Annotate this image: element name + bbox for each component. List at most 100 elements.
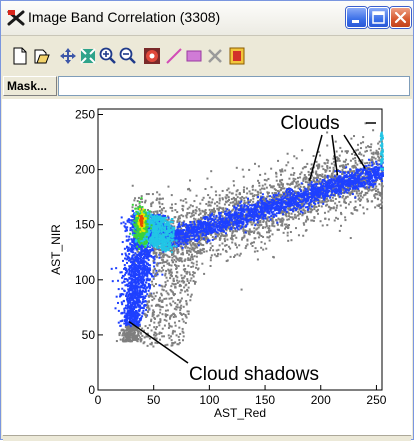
scatter-point — [134, 337, 137, 340]
scatter-point — [141, 289, 144, 292]
scatter-point — [215, 249, 218, 252]
scatter-point — [164, 281, 167, 284]
scatter-point — [178, 301, 181, 304]
line-icon[interactable] — [165, 47, 183, 65]
scatter-point — [132, 329, 135, 332]
scatter-point — [124, 314, 127, 317]
new-icon[interactable] — [11, 47, 29, 65]
scatter-point — [326, 161, 329, 164]
scatter-point — [123, 322, 126, 325]
open-icon[interactable] — [33, 47, 51, 65]
scatter-point — [377, 172, 380, 175]
scatter-point — [139, 245, 142, 248]
scatter-point — [188, 187, 191, 190]
scatter-point — [300, 202, 303, 205]
scatter-point — [361, 161, 364, 164]
scatter-point — [130, 328, 133, 331]
scatter-point — [300, 171, 303, 174]
scatter-point — [303, 176, 306, 179]
scatter-point — [302, 212, 305, 215]
scatter-point — [121, 334, 124, 337]
zoom-out-icon[interactable] — [119, 47, 137, 65]
scatter-point — [138, 299, 141, 302]
scatter-point — [146, 277, 149, 280]
scatter-point — [131, 258, 134, 261]
scatter-point — [151, 201, 154, 204]
scatter-point — [161, 261, 164, 264]
scatter-point — [263, 210, 266, 213]
close-button[interactable] — [390, 7, 411, 28]
scatter-point — [161, 197, 164, 200]
scatter-point — [178, 224, 181, 227]
title-bar[interactable]: Image Band Correlation (3308) — [1, 1, 413, 36]
scatter-point — [357, 194, 360, 197]
fit-icon[interactable] — [79, 47, 97, 65]
scatter-point — [132, 331, 135, 334]
scatter-point — [139, 331, 142, 334]
scatter-point — [186, 213, 189, 216]
scatter-point — [275, 175, 278, 178]
scatter-point — [342, 160, 345, 163]
scatter-point — [366, 192, 369, 195]
scatter-point — [119, 320, 122, 323]
scatter-point — [135, 316, 138, 319]
scatter-point — [140, 276, 143, 279]
scatter-point — [227, 225, 230, 228]
scatter-point — [180, 297, 183, 300]
scatter-point — [124, 329, 127, 332]
scatter-point — [156, 315, 159, 318]
scatter-point — [210, 186, 213, 189]
scatter-point — [201, 249, 204, 252]
scatter-point — [156, 262, 159, 265]
scatter-point — [166, 279, 169, 282]
scatter-point — [304, 178, 307, 181]
scatter-point — [228, 209, 231, 212]
minimize-button[interactable] — [346, 7, 367, 28]
scatter-point — [145, 335, 148, 338]
scatter-point — [132, 238, 135, 241]
scatter-point — [324, 198, 327, 201]
mask-expression-field[interactable] — [58, 76, 410, 96]
scatter-point — [133, 268, 136, 271]
stop-icon[interactable] — [143, 47, 161, 65]
scatter-point — [160, 256, 163, 259]
rectangle-icon[interactable] — [185, 47, 203, 65]
scatter-point — [290, 239, 293, 242]
scatter-point — [123, 278, 126, 281]
zoom-in-icon[interactable] — [99, 47, 117, 65]
scatter-point — [171, 342, 174, 345]
maximize-button[interactable] — [368, 7, 389, 28]
scatter-point — [176, 343, 179, 346]
scatter-point — [187, 313, 190, 316]
scatter-point — [177, 218, 180, 221]
scatter-point — [216, 201, 219, 204]
scatter-point — [284, 193, 287, 196]
scatter-point — [134, 305, 137, 308]
scatter-point — [151, 283, 154, 286]
scatter-point — [238, 254, 241, 257]
scatter-point — [249, 221, 252, 224]
scatter-point — [165, 269, 168, 272]
export-icon[interactable] — [228, 47, 246, 65]
scatter-point — [239, 193, 242, 196]
scatter-point — [318, 199, 321, 202]
scatter-point — [170, 271, 173, 274]
scatter-point — [158, 332, 161, 335]
scatter-point — [142, 297, 145, 300]
scatter-point — [249, 230, 252, 233]
delete-icon[interactable] — [206, 47, 224, 65]
scatter-point — [130, 271, 133, 274]
pan-icon[interactable] — [59, 47, 77, 65]
scatter-point — [372, 153, 375, 156]
scatter-point — [146, 267, 149, 270]
scatter-point — [302, 209, 305, 212]
scatter-point — [267, 177, 270, 180]
mask-button[interactable]: Mask... — [3, 76, 57, 96]
scatter-point — [122, 299, 125, 302]
scatter-point — [285, 212, 288, 215]
scatter-point — [182, 215, 185, 218]
scatter-point — [175, 274, 178, 277]
scatter-point — [199, 236, 202, 239]
scatter-point — [167, 185, 170, 188]
scatter-point — [156, 273, 159, 276]
